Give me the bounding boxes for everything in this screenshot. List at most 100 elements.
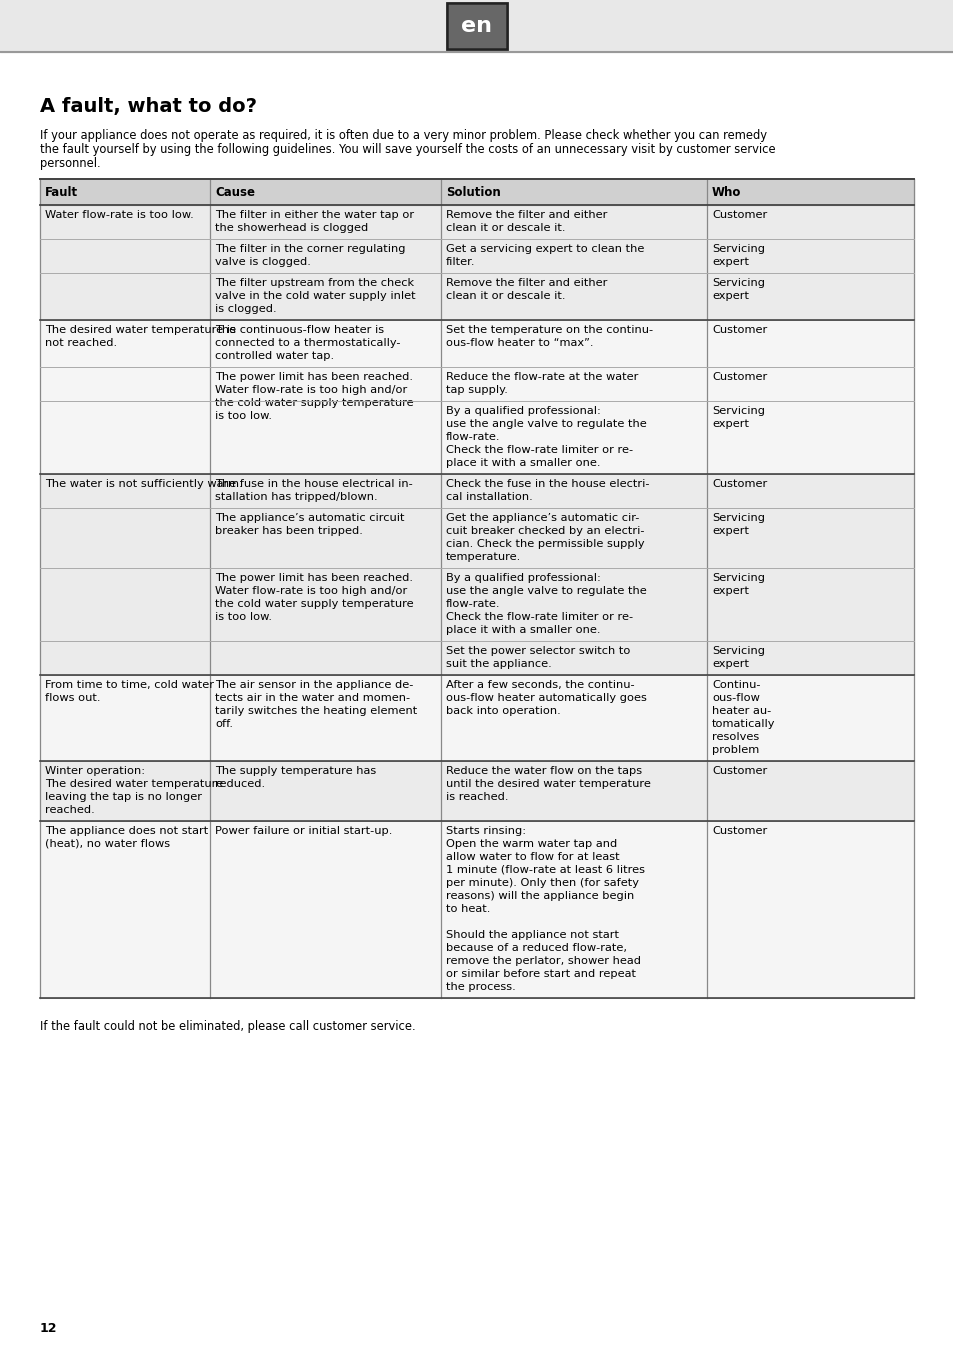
Text: Water flow-rate is too high and/or: Water flow-rate is too high and/or — [214, 385, 407, 396]
Text: Reduce the flow-rate at the water: Reduce the flow-rate at the water — [446, 373, 638, 382]
Text: Check the flow-rate limiter or re-: Check the flow-rate limiter or re- — [446, 612, 633, 622]
Text: Customer: Customer — [711, 826, 766, 836]
Bar — [40, 474, 913, 675]
Text: tects air in the water and momen-: tects air in the water and momen- — [214, 693, 410, 703]
Text: back into operation.: back into operation. — [446, 706, 560, 716]
Text: ous-flow heater to “max”.: ous-flow heater to “max”. — [446, 338, 593, 348]
Text: By a qualified professional:: By a qualified professional: — [446, 572, 600, 583]
Text: clean it or descale it.: clean it or descale it. — [446, 292, 565, 301]
Text: ous-flow heater automatically goes: ous-flow heater automatically goes — [446, 693, 646, 703]
Text: cian. Check the permissible supply: cian. Check the permissible supply — [446, 539, 644, 549]
Text: Customer: Customer — [711, 211, 766, 220]
Text: is too low.: is too low. — [214, 410, 272, 421]
Text: the cold water supply temperature: the cold water supply temperature — [214, 599, 414, 609]
Text: to heat.: to heat. — [446, 904, 490, 914]
Text: place it with a smaller one.: place it with a smaller one. — [446, 625, 599, 634]
Text: Remove the filter and either: Remove the filter and either — [446, 211, 607, 220]
Text: Winter operation:: Winter operation: — [45, 765, 145, 776]
Text: reduced.: reduced. — [214, 779, 265, 788]
Bar — [449, 5, 504, 47]
Text: the showerhead is clogged: the showerhead is clogged — [214, 223, 368, 234]
Text: The air sensor in the appliance de-: The air sensor in the appliance de- — [214, 680, 413, 690]
Text: en: en — [461, 16, 492, 36]
Text: Servicing: Servicing — [711, 278, 764, 288]
Text: cuit breaker checked by an electri-: cuit breaker checked by an electri- — [446, 526, 644, 536]
Text: The desired water temperature is: The desired water temperature is — [45, 325, 235, 335]
Text: suit the appliance.: suit the appliance. — [446, 659, 551, 670]
Text: Set the temperature on the continu-: Set the temperature on the continu- — [446, 325, 653, 335]
Text: The water is not sufficiently warm.: The water is not sufficiently warm. — [45, 479, 242, 489]
Text: The power limit has been reached.: The power limit has been reached. — [214, 572, 413, 583]
Text: is clogged.: is clogged. — [214, 304, 276, 315]
Text: The supply temperature has: The supply temperature has — [214, 765, 375, 776]
Text: place it with a smaller one.: place it with a smaller one. — [446, 458, 599, 468]
Text: per minute). Only then (for safety: per minute). Only then (for safety — [446, 878, 639, 888]
Text: The power limit has been reached.: The power limit has been reached. — [214, 373, 413, 382]
Text: Water flow-rate is too low.: Water flow-rate is too low. — [45, 211, 193, 220]
Text: Who: Who — [711, 185, 740, 198]
Text: the fault yourself by using the following guidelines. You will save yourself the: the fault yourself by using the followin… — [40, 143, 775, 157]
Text: is reached.: is reached. — [446, 792, 508, 802]
Text: is too low.: is too low. — [214, 612, 272, 622]
Text: stallation has tripped/blown.: stallation has tripped/blown. — [214, 491, 377, 502]
Text: Cause: Cause — [214, 185, 254, 198]
Text: tap supply.: tap supply. — [446, 385, 507, 396]
Text: expert: expert — [711, 586, 748, 595]
Text: because of a reduced flow-rate,: because of a reduced flow-rate, — [446, 944, 626, 953]
Text: Starts rinsing:: Starts rinsing: — [446, 826, 525, 836]
Text: leaving the tap is no longer: leaving the tap is no longer — [45, 792, 202, 802]
Text: The filter upstream from the check: The filter upstream from the check — [214, 278, 414, 288]
Bar — [40, 320, 913, 474]
Bar — [40, 205, 913, 320]
Text: flows out.: flows out. — [45, 693, 100, 703]
Text: The desired water temperature: The desired water temperature — [45, 779, 223, 788]
Text: connected to a thermostatically-: connected to a thermostatically- — [214, 338, 400, 348]
Text: From time to time, cold water: From time to time, cold water — [45, 680, 213, 690]
Text: expert: expert — [711, 418, 748, 429]
Text: flow-rate.: flow-rate. — [446, 599, 500, 609]
Text: Water flow-rate is too high and/or: Water flow-rate is too high and/or — [214, 586, 407, 595]
Bar — [40, 821, 913, 998]
Text: Remove the filter and either: Remove the filter and either — [446, 278, 607, 288]
Text: Servicing: Servicing — [711, 647, 764, 656]
Text: the process.: the process. — [446, 981, 516, 992]
Text: Customer: Customer — [711, 373, 766, 382]
Text: The continuous-flow heater is: The continuous-flow heater is — [214, 325, 384, 335]
Text: reasons) will the appliance begin: reasons) will the appliance begin — [446, 891, 634, 900]
Text: Servicing: Servicing — [711, 406, 764, 416]
Text: A fault, what to do?: A fault, what to do? — [40, 97, 256, 116]
Text: heater au-: heater au- — [711, 706, 770, 716]
Bar — [40, 761, 913, 821]
Text: Check the flow-rate limiter or re-: Check the flow-rate limiter or re- — [446, 446, 633, 455]
Text: After a few seconds, the continu-: After a few seconds, the continu- — [446, 680, 634, 690]
Text: Get the appliance’s automatic cir-: Get the appliance’s automatic cir- — [446, 513, 639, 522]
Text: 1 minute (flow-rate at least 6 litres: 1 minute (flow-rate at least 6 litres — [446, 865, 644, 875]
Text: The filter in either the water tap or: The filter in either the water tap or — [214, 211, 414, 220]
Text: not reached.: not reached. — [45, 338, 117, 348]
Text: Solution: Solution — [446, 185, 500, 198]
Text: use the angle valve to regulate the: use the angle valve to regulate the — [446, 586, 646, 595]
Text: The filter in the corner regulating: The filter in the corner regulating — [214, 244, 405, 254]
Text: Servicing: Servicing — [711, 244, 764, 254]
Text: tomatically: tomatically — [711, 720, 775, 729]
Text: The fuse in the house electrical in-: The fuse in the house electrical in- — [214, 479, 413, 489]
Text: temperature.: temperature. — [446, 552, 520, 562]
Text: valve is clogged.: valve is clogged. — [214, 256, 311, 267]
Text: Power failure or initial start-up.: Power failure or initial start-up. — [214, 826, 392, 836]
Text: The appliance’s automatic circuit: The appliance’s automatic circuit — [214, 513, 404, 522]
Text: expert: expert — [711, 292, 748, 301]
Text: Servicing: Servicing — [711, 513, 764, 522]
Text: Customer: Customer — [711, 479, 766, 489]
Text: expert: expert — [711, 659, 748, 670]
Bar — [447, 3, 506, 49]
Text: resolves: resolves — [711, 732, 759, 742]
Text: If your appliance does not operate as required, it is often due to a very minor : If your appliance does not operate as re… — [40, 130, 766, 142]
Text: Get a servicing expert to clean the: Get a servicing expert to clean the — [446, 244, 643, 254]
Text: ous-flow: ous-flow — [711, 693, 760, 703]
Text: Should the appliance not start: Should the appliance not start — [446, 930, 618, 940]
Text: reached.: reached. — [45, 805, 94, 815]
Text: Customer: Customer — [711, 765, 766, 776]
Text: controlled water tap.: controlled water tap. — [214, 351, 334, 360]
Text: cal installation.: cal installation. — [446, 491, 532, 502]
Text: until the desired water temperature: until the desired water temperature — [446, 779, 650, 788]
